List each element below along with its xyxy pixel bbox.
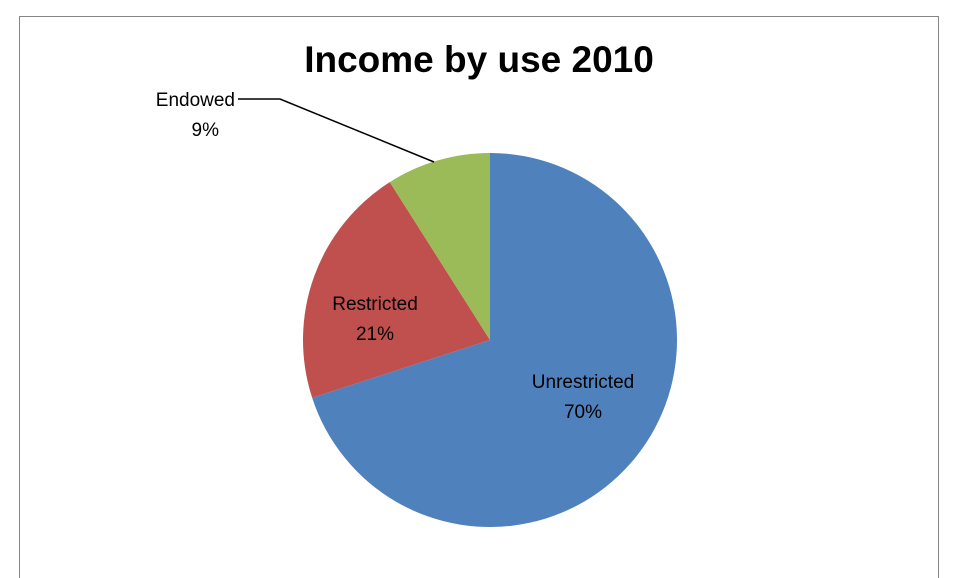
slice-label-unrestricted: Unrestricted 70% [532,372,634,423]
leader-lines [238,98,435,163]
slice-labels: Unrestricted 70% Restricted 21% Endowed 9% [156,90,634,423]
slice-percent-label: 9% [192,120,220,141]
slice-percent-label: 70% [564,402,602,423]
pie-slice-endowed [389,153,490,340]
pie-slice-unrestricted [312,153,677,527]
slice-label-restricted: Restricted 21% [332,294,418,345]
slice-category-label: Unrestricted [532,372,634,393]
slice-label-endowed: Endowed 9% [156,90,235,141]
slice-category-label: Restricted [332,294,418,315]
slice-percent-label: 21% [356,324,394,345]
chart-title: Income by use 2010 [304,39,654,80]
pie-slice-restricted [303,182,490,398]
pie-slices [303,153,677,527]
leader-line-endowed [238,98,435,163]
slice-category-label: Endowed [156,90,235,111]
